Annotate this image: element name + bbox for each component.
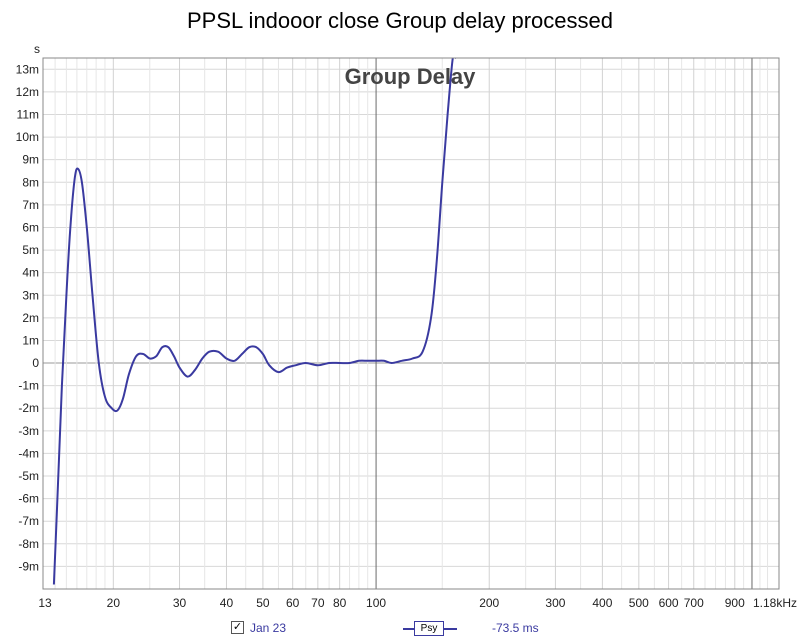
- y-tick-label: 7m: [22, 198, 39, 212]
- y-tick-label: -5m: [18, 469, 39, 483]
- y-tick-label: -3m: [18, 424, 39, 438]
- inner-chart-title: Group Delay: [345, 64, 477, 89]
- x-tick-label: 900: [725, 596, 745, 610]
- x-tick-label: 600: [659, 596, 679, 610]
- x-tick-label: 40: [220, 596, 234, 610]
- y-tick-label: -8m: [18, 537, 39, 551]
- x-tick-label: 200: [479, 596, 499, 610]
- chart-title: PPSL indooor close Group delay processed: [187, 8, 613, 33]
- x-tick-label: 700: [684, 596, 704, 610]
- x-tick-label: 500: [629, 596, 649, 610]
- y-tick-label: -1m: [18, 379, 39, 393]
- plot-frame: [42, 57, 780, 590]
- x-tick-label: 60: [286, 596, 300, 610]
- x-tick-label: 300: [545, 596, 565, 610]
- y-tick-label: -9m: [18, 559, 39, 573]
- legend-series-name: Jan 23: [250, 621, 287, 635]
- legend: ✓ Jan 23 Psy -73.5 ms: [0, 620, 800, 640]
- y-tick-label: 2m: [22, 311, 39, 325]
- y-tick-label: 13m: [16, 62, 39, 76]
- y-tick-label: 4m: [22, 266, 39, 280]
- y-tick-label: 6m: [22, 220, 39, 234]
- x-tick-label: 1.18kHz: [753, 596, 797, 610]
- y-tick-label: -7m: [18, 514, 39, 528]
- x-tick-label: 13: [38, 596, 52, 610]
- y-tick-label: 3m: [22, 288, 39, 302]
- x-tick-label: 70: [311, 596, 325, 610]
- y-tick-label: 8m: [22, 175, 39, 189]
- y-tick-label: 9m: [22, 153, 39, 167]
- x-tick-label: 400: [592, 596, 612, 610]
- psy-label-box[interactable]: Psy: [414, 621, 444, 636]
- series-layer: [52, 58, 457, 585]
- y-tick-label: 5m: [22, 243, 39, 257]
- y-tick-label: 12m: [16, 85, 39, 99]
- series-line: [52, 58, 457, 585]
- y-tick-label: 0: [32, 356, 39, 370]
- axis-labels: 13m 12m 11m 10m 9m 8m 7m 6m 5m 4m 3m 2m 1m 0 -1m -2m -3m…: [16, 62, 797, 610]
- grid: [42, 58, 780, 589]
- y-axis-unit: s: [34, 42, 40, 56]
- x-tick-label: 50: [256, 596, 270, 610]
- y-tick-label: -2m: [18, 401, 39, 415]
- y-tick-label: 11m: [17, 107, 39, 121]
- x-tick-label: 100: [366, 596, 386, 610]
- cursor-value: -73.5 ms: [492, 621, 539, 635]
- x-tick-label: 30: [173, 596, 187, 610]
- y-tick-label: 1m: [22, 333, 39, 347]
- y-tick-label: -6m: [18, 492, 39, 506]
- y-tick-label: 10m: [16, 130, 39, 144]
- chart-plot: s 13m 12m 11m 10m 9m 8m 7m 6m 5m 4m 3m 2m 1m 0 -1m -2m -…: [16, 42, 797, 610]
- x-tick-label: 20: [107, 596, 121, 610]
- x-tick-label: 80: [333, 596, 347, 610]
- y-tick-label: -4m: [18, 446, 39, 460]
- series-checkbox[interactable]: ✓: [231, 621, 244, 634]
